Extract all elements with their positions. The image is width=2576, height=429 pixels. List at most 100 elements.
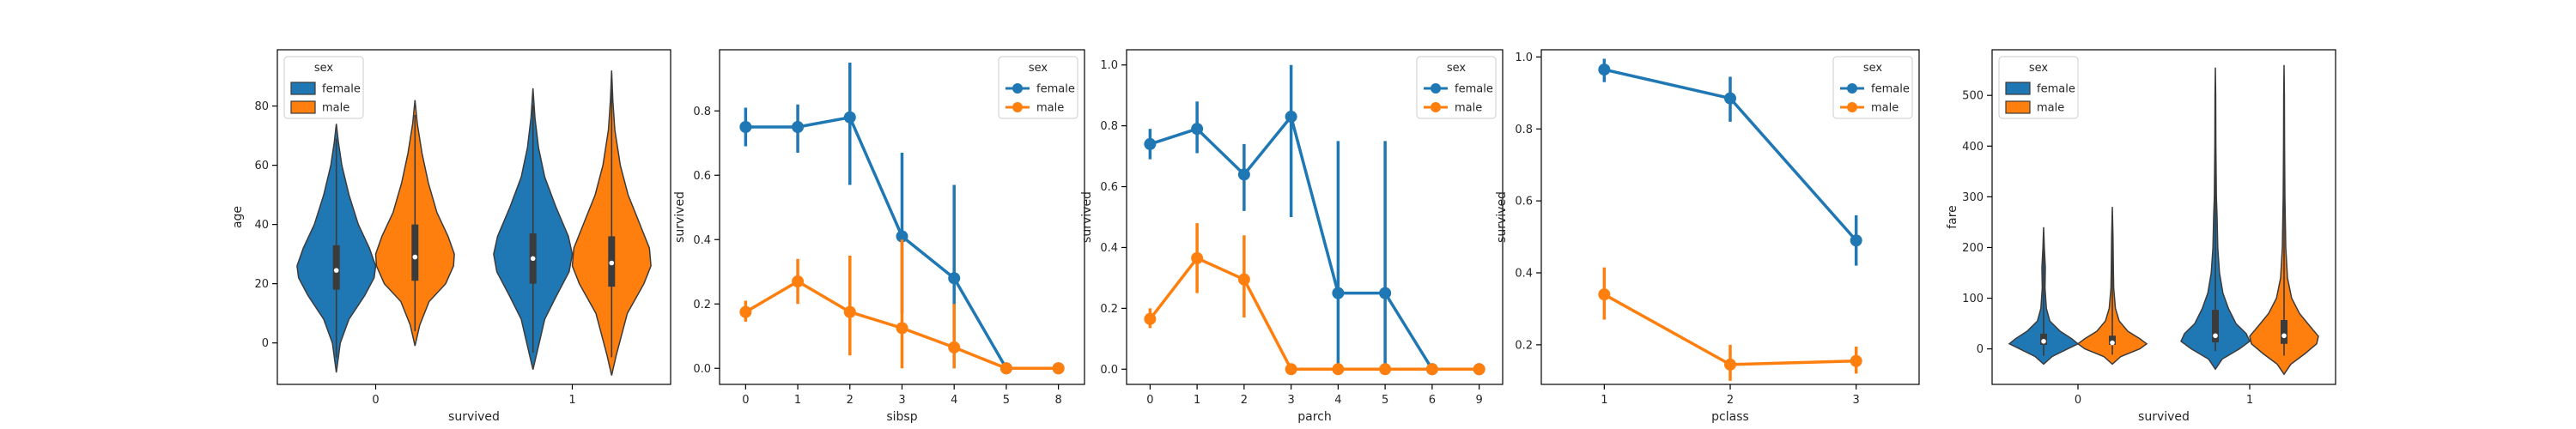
violin-box-male-1	[2281, 319, 2287, 344]
legend-marker-female	[1847, 83, 1857, 94]
point-female-2	[1237, 168, 1250, 181]
legend-title: sex	[1863, 62, 1883, 75]
legend-label-male: male	[322, 102, 349, 115]
legend-swatch-male	[2005, 100, 2031, 114]
point-male-2	[1237, 273, 1250, 286]
point-male-5	[999, 362, 1012, 375]
violin-box-male-0	[2109, 335, 2116, 345]
legend-title: sex	[1029, 62, 1048, 75]
y-tick-label: 0	[262, 337, 269, 350]
x-axis-label: pclass	[1711, 410, 1749, 424]
y-tick-label: 0.2	[693, 299, 711, 311]
x-axis-label: parch	[1297, 410, 1331, 424]
x-tick-label: 0	[372, 394, 379, 407]
panel-4: 1 2 3 0.2 0.4 0.6 0.8 1.0 pclass survived sex femal…	[1495, 49, 1920, 424]
x-tick-label: 1	[794, 394, 801, 407]
point-male-4	[948, 341, 961, 353]
legend-marker-male	[1431, 102, 1441, 112]
y-tick-label: 0.6	[693, 170, 711, 183]
y-tick-label: 0.0	[693, 363, 711, 376]
x-tick-label: 6	[1429, 394, 1436, 407]
violin-median-male-1	[609, 260, 615, 266]
x-tick-label: 4	[1334, 394, 1341, 407]
point-male-5	[1379, 363, 1392, 376]
y-tick-label: 0	[1977, 343, 1984, 356]
legend-title: sex	[1447, 62, 1467, 75]
violin-median-male-1	[2281, 333, 2287, 339]
line-male	[1149, 257, 1479, 372]
y-tick-label: 40	[254, 219, 269, 232]
legend-swatch-female	[2005, 82, 2031, 95]
y-axis-label: survived	[673, 191, 687, 243]
x-tick-label: 9	[1475, 394, 1482, 407]
point-female-3	[1850, 234, 1862, 247]
point-male-6	[1425, 363, 1438, 376]
y-tick-label: 200	[1962, 242, 1984, 255]
x-axis-label: survived	[2138, 410, 2190, 424]
x-axis-label: survived	[448, 410, 500, 424]
legend-label-female: female	[322, 83, 361, 96]
point-female-1	[1598, 63, 1611, 76]
point-male-0	[739, 305, 752, 318]
y-tick-label: 80	[254, 100, 269, 113]
legend-label-female: female	[1036, 83, 1075, 96]
point-male-3	[1850, 354, 1862, 367]
y-tick-label: 0.4	[693, 234, 711, 247]
y-tick-label: 100	[1962, 293, 1984, 305]
y-axis-label: survived	[1495, 191, 1509, 243]
legend-label-male: male	[1871, 102, 1899, 115]
y-tick-label: 1.0	[1100, 59, 1118, 72]
y-tick-label: 300	[1962, 191, 1984, 204]
legend-label-male: male	[1455, 102, 1482, 115]
point-female-2	[843, 111, 856, 124]
x-axis-label: sibsp	[886, 410, 917, 424]
point-female-3	[1285, 111, 1297, 123]
point-female-5	[1379, 287, 1392, 299]
y-tick-label: 0.2	[1100, 303, 1118, 316]
y-tick-label: 0.6	[1515, 196, 1533, 208]
x-tick-label: 4	[951, 394, 957, 407]
legend: sex female male	[998, 56, 1078, 119]
legend: sex female male	[1416, 56, 1497, 119]
point-male-0	[1144, 312, 1157, 325]
y-tick-label: 1.0	[1515, 51, 1533, 64]
y-tick-label: 0.8	[1515, 124, 1533, 136]
y-tick-label: 0.8	[693, 106, 711, 118]
violin-box-female-0	[332, 245, 340, 290]
axes-frame	[276, 49, 671, 385]
legend-label-female: female	[2037, 83, 2075, 96]
panel-5: 0 1 0 100 200 300 400 500 survived fare sex female m…	[1946, 49, 2336, 424]
point-male-1	[792, 275, 805, 287]
panel-2: 0 1 2 3 4 5 8 0.0 0.2 0.4 0.6 0.8 sibsp survived sex fe…	[673, 49, 1085, 424]
x-tick-label: 5	[1382, 394, 1388, 407]
x-tick-label: 0	[742, 394, 749, 407]
violin-median-male-0	[412, 254, 418, 260]
y-tick-label: 400	[1962, 141, 1984, 154]
y-tick-label: 0.4	[1100, 242, 1118, 255]
violin-median-female-0	[333, 268, 339, 273]
x-tick-label: 1	[2246, 394, 2253, 407]
axes-frame	[1991, 49, 2336, 385]
violin-box-male-0	[411, 224, 419, 281]
line-female	[1149, 115, 1479, 372]
y-tick-label: 0.4	[1515, 268, 1533, 281]
point-female-0	[739, 121, 752, 133]
x-tick-label: 0	[1146, 394, 1153, 407]
x-tick-label: 3	[1853, 394, 1860, 407]
y-tick-label: 0.2	[1515, 339, 1533, 352]
x-tick-label: 0	[2075, 394, 2081, 407]
x-tick-label: 5	[1003, 394, 1010, 407]
point-female-0	[1144, 137, 1157, 150]
x-tick-label: 2	[1241, 394, 1248, 407]
point-female-4	[948, 272, 961, 285]
point-male-2	[843, 305, 856, 318]
legend-swatch-male	[290, 100, 316, 114]
point-female-4	[1332, 287, 1345, 299]
y-tick-label: 0.0	[1100, 364, 1118, 377]
point-male-8	[1052, 362, 1065, 375]
legend-marker-male	[1847, 102, 1857, 112]
x-tick-label: 1	[1194, 394, 1200, 407]
panel-3: 0 1 2 3 4 5 6 9 0.0 0.2 0.4 0.6 0.8 1.0 parch survived s…	[1080, 49, 1504, 424]
point-male-1	[1191, 251, 1204, 264]
